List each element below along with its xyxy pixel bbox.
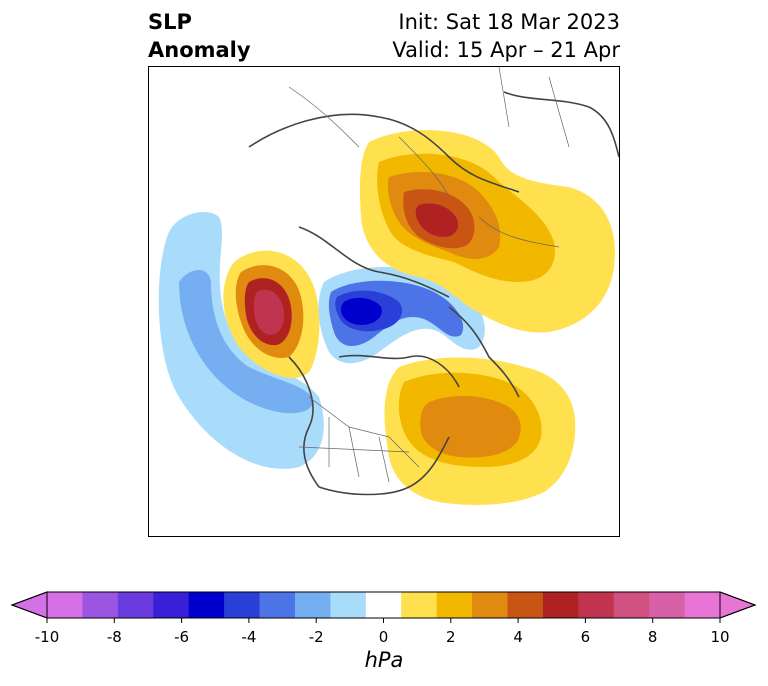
pacific-low-mid	[179, 269, 314, 414]
colorbar-cell	[542, 592, 579, 618]
colorbar-units-label: hPa	[364, 648, 404, 672]
colorbar-tick-label: 2	[446, 628, 456, 646]
anomaly-map-svg	[158, 67, 619, 505]
colorbar-tick-label: 10	[710, 628, 730, 646]
colorbar-cell	[472, 592, 508, 618]
colorbar	[10, 591, 757, 623]
colorbar-tick-label: -6	[174, 628, 190, 646]
border-outlines	[288, 67, 570, 483]
colorbar-cell	[224, 592, 261, 618]
colorbar-cell	[82, 592, 119, 618]
colorbar-cell	[330, 592, 367, 618]
colorbar-cell	[365, 592, 402, 618]
colorbar-cell	[578, 592, 615, 618]
colorbar-cell	[117, 592, 154, 618]
colorbar-cell	[153, 592, 190, 618]
colorbar-tick-label: -2	[308, 628, 324, 646]
colorbar-over-arrow	[719, 591, 757, 619]
colorbar-tick-label: -8	[106, 628, 122, 646]
colorbar-cell	[649, 592, 686, 618]
colorbar-cell	[47, 592, 83, 618]
colorbar-outline	[10, 591, 757, 619]
coastline-outlines	[248, 91, 619, 496]
title-variable-line1: SLP	[148, 10, 192, 34]
eurasia-high-core	[415, 203, 459, 237]
colorbar-tick-label: -10	[34, 628, 60, 646]
colorbar-tick-label: 0	[378, 628, 389, 646]
colorbar-cell	[613, 592, 650, 618]
colorbar-cell	[294, 592, 331, 618]
colorbar-ticks	[46, 618, 721, 623]
colorbar-cell	[401, 592, 438, 618]
colorbar-cell	[507, 592, 544, 618]
colorbar-cell	[684, 592, 721, 618]
colorbar-tick-label: 8	[647, 628, 658, 646]
colorbar-cell	[436, 592, 473, 618]
title-variable-line2: Anomaly	[148, 38, 251, 62]
coastal-high-peak	[254, 289, 285, 335]
colorbar-tick-label: 4	[513, 628, 523, 646]
colorbar-cells	[47, 592, 721, 618]
map-title-dates: Init: Sat 18 Mar 2023 Valid: 15 Apr – 21…	[392, 8, 620, 64]
map-panel	[148, 66, 620, 537]
atlantic-high-inner	[420, 395, 521, 458]
colorbar-tick-label: -4	[241, 628, 257, 646]
map-title-variable: SLP Anomaly	[148, 8, 251, 64]
valid-date-label: Valid: 15 Apr – 21 Apr	[392, 38, 620, 62]
colorbar-cell	[259, 592, 296, 618]
colorbar-tick-label: 6	[580, 628, 591, 646]
colorbar-cell	[188, 592, 225, 618]
arctic-low-core	[341, 297, 382, 325]
init-date-label: Init: Sat 18 Mar 2023	[398, 10, 620, 34]
colorbar-under-arrow	[10, 591, 48, 619]
